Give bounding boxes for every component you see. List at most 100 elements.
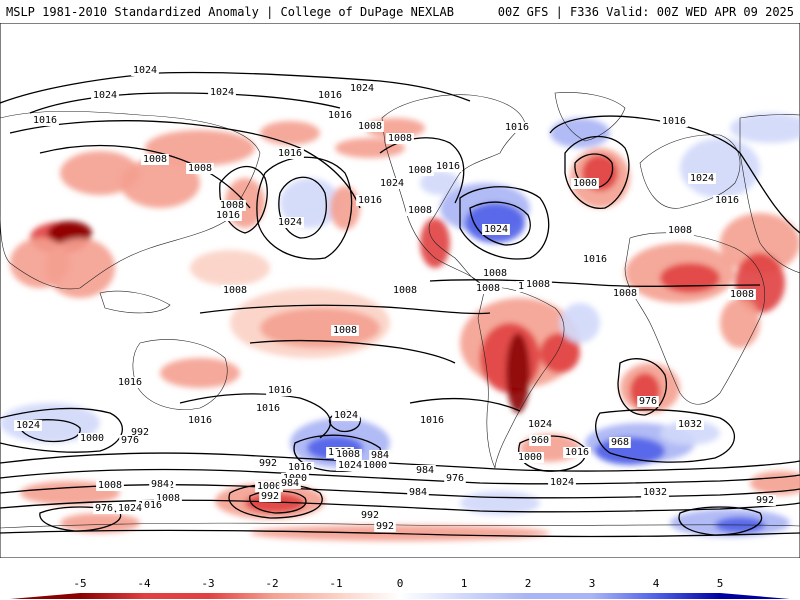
colorbar-swatch-8 bbox=[592, 593, 657, 599]
anomaly-area-17 bbox=[550, 118, 610, 148]
isobar-label-5: 1016 bbox=[328, 110, 352, 121]
isobar-label-bg-44 bbox=[129, 427, 151, 438]
anomaly-area-29 bbox=[190, 250, 270, 286]
colorbar-tick-1: -4 bbox=[137, 577, 151, 590]
isobar-label-bg-71 bbox=[149, 479, 171, 490]
isobar-label-34: 1008 bbox=[476, 283, 500, 294]
isobar-label-78: 992 bbox=[756, 495, 774, 506]
isobar-label-30: 1008 bbox=[483, 268, 507, 279]
isobar-label-bg-2 bbox=[91, 90, 119, 101]
isobar-label-bg-36 bbox=[581, 254, 609, 265]
isobar-label-51: 1024 bbox=[528, 419, 552, 430]
isobar-label-bg-75 bbox=[93, 503, 115, 514]
isobar-label-73: 1016 bbox=[138, 500, 162, 511]
isobar-label-13: 1016 bbox=[216, 210, 240, 221]
isobar-label-11: 1008 bbox=[188, 163, 212, 174]
anomaly-area-33 bbox=[506, 333, 530, 413]
isobar-label-bg-0 bbox=[131, 65, 159, 76]
anomaly-area-9 bbox=[45, 238, 115, 298]
anomaly-area-0 bbox=[260, 121, 320, 145]
isobar-label-22: 1016 bbox=[662, 116, 686, 127]
coastlines bbox=[0, 92, 800, 558]
isobar-label-bg-66 bbox=[286, 462, 314, 473]
colorbar-swatch-0 bbox=[80, 593, 145, 599]
colorbar-tick-10: 5 bbox=[717, 577, 724, 590]
colorbar-swatch-3 bbox=[272, 593, 337, 599]
isobar-label-bg-70 bbox=[374, 521, 396, 532]
isobar-label-bg-27 bbox=[221, 285, 249, 296]
isobar-label-bg-79 bbox=[548, 477, 576, 488]
isobar-label-bg-32 bbox=[728, 289, 756, 300]
isobar-label-47: 992 bbox=[259, 458, 277, 469]
isobar-label-bg-43 bbox=[78, 433, 106, 444]
isobar-label-70: 992 bbox=[376, 521, 394, 532]
anomaly-area-28 bbox=[260, 308, 380, 348]
isobar-label-bg-34 bbox=[474, 283, 502, 294]
isobar-label-bg-54 bbox=[609, 437, 631, 448]
isobar-label-bg-13 bbox=[214, 210, 242, 221]
colorbar-min-arrow bbox=[10, 593, 80, 599]
isobar-label-bg-14 bbox=[276, 217, 304, 228]
isobar-label-bg-16 bbox=[356, 195, 384, 206]
isobar-label-46: 984 bbox=[371, 450, 389, 461]
anomaly-area-21 bbox=[680, 138, 760, 198]
isobar-label-bg-72 bbox=[154, 493, 182, 504]
isobar-label-bg-5 bbox=[326, 110, 354, 121]
isobar-label-bg-15 bbox=[406, 165, 434, 176]
colorbar-swatch-5 bbox=[400, 593, 465, 599]
isobar-label-56: 1000 bbox=[363, 460, 387, 471]
isobar-label-bg-47 bbox=[257, 458, 279, 469]
isobar-label-55: 960 bbox=[531, 435, 549, 446]
isobar-label-bg-35 bbox=[524, 279, 552, 290]
isobar-label-64: 1000 bbox=[257, 481, 281, 492]
isobar-label-72: 1008 bbox=[156, 493, 180, 504]
isobar-label-38: 1024 bbox=[334, 410, 358, 421]
anomaly-area-40 bbox=[660, 421, 720, 445]
isobar-label-25: 1008 bbox=[668, 225, 692, 236]
isobar-label-bg-10 bbox=[276, 148, 304, 159]
isobar-label-35: 1008 bbox=[526, 279, 550, 290]
colorbar-swatch-1 bbox=[144, 593, 209, 599]
colorbar-swatch-4 bbox=[336, 593, 401, 599]
isobar-label-bg-73 bbox=[136, 500, 164, 511]
isobar-label-bg-64 bbox=[255, 481, 283, 492]
isobar-label-bg-52 bbox=[676, 419, 704, 430]
isobar-label-bg-21 bbox=[482, 224, 510, 235]
isobar-label-45: 976 bbox=[121, 435, 139, 446]
isobar-label-bg-68 bbox=[336, 460, 364, 471]
isobar-label-bg-50 bbox=[418, 415, 446, 426]
isobar-label-40: 1016 bbox=[118, 377, 142, 388]
isobar-label-bg-67 bbox=[563, 447, 591, 458]
isobar-label-bg-26 bbox=[713, 195, 741, 206]
isobar-label-74: 1024 bbox=[118, 503, 142, 514]
isobar-label-19: 1008 bbox=[408, 205, 432, 216]
isobar-label-76: 984 bbox=[281, 478, 299, 489]
isobar-label-60: 976 bbox=[446, 473, 464, 484]
isobar-label-bg-42 bbox=[14, 420, 42, 431]
isobar-label-bg-41 bbox=[186, 415, 214, 426]
isobar-label-42: 1024 bbox=[16, 420, 40, 431]
isobar-label-26: 1016 bbox=[715, 195, 739, 206]
anomaly-area-51 bbox=[250, 525, 550, 541]
colorbar-tick-8: 3 bbox=[589, 577, 596, 590]
isobar-label-bg-28 bbox=[331, 325, 359, 336]
model-run-info: 00Z GFS | F336 Valid: 00Z WED APR 09 202… bbox=[497, 5, 794, 19]
isobar-label-bg-4 bbox=[348, 83, 376, 94]
isobar-label-bg-62 bbox=[359, 510, 381, 521]
isobar-label-bg-77 bbox=[641, 487, 669, 498]
isobar-label-17: 1024 bbox=[380, 178, 404, 189]
colorbar-ticks: -5 -4 -3 -2 -1 0 1 2 3 4 5 bbox=[73, 577, 723, 590]
isobar-label-bg-61 bbox=[407, 487, 429, 498]
isobar-label-29: 1008 bbox=[393, 285, 417, 296]
isobar-label-bg-59 bbox=[414, 465, 436, 476]
isobar-label-14: 1024 bbox=[278, 217, 302, 228]
isobar-label-28: 1008 bbox=[333, 325, 357, 336]
isobar-label-bg-76 bbox=[279, 478, 301, 489]
isobar-label-33: 1008 bbox=[613, 288, 637, 299]
isobar-label-20: 1016 bbox=[505, 122, 529, 133]
isobar-label-15: 1008 bbox=[408, 165, 432, 176]
colorbar-tick-4: -1 bbox=[329, 577, 342, 590]
colorbar-tick-7: 2 bbox=[525, 577, 532, 590]
isobar-label-61: 984 bbox=[409, 487, 427, 498]
